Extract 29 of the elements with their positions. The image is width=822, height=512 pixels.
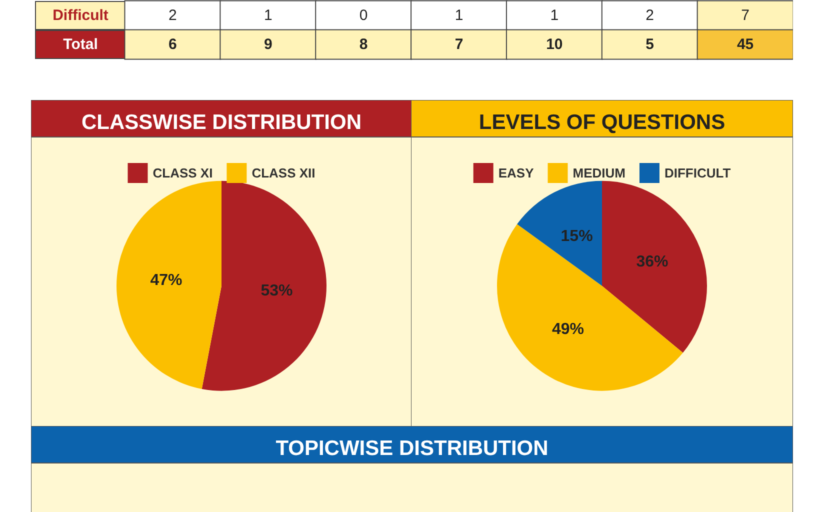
data-label: 36%: [636, 254, 668, 271]
data-label: 53%: [260, 282, 293, 300]
data-label: 9: [264, 36, 272, 53]
y-tick-label: Difficult: [52, 7, 108, 24]
text: TOPICWISE DISTRIBUTION: [276, 437, 548, 460]
data-label: 1: [454, 7, 464, 24]
legend-label: EASY: [498, 166, 534, 180]
legend-label: CLASS XII: [252, 166, 316, 180]
data-label: 1: [264, 7, 272, 24]
data-label: 5: [646, 36, 654, 53]
data-label: 6: [168, 36, 177, 53]
chart-title: CLASSWISE DISTRIBUTION: [81, 111, 362, 134]
data-label: 2: [168, 7, 177, 24]
chart-title: LEVELS OF QUESTIONS: [478, 111, 726, 134]
legend-label: DIFFICULT: [664, 166, 731, 180]
data-label: 45: [736, 36, 754, 53]
data-label: 0: [359, 7, 368, 24]
legend-label: MEDIUM: [572, 166, 626, 180]
data-label: 49%: [552, 321, 584, 338]
data-label: 10: [546, 36, 563, 53]
data-label: 2: [646, 7, 654, 24]
data-label: 1: [550, 7, 559, 24]
y-tick-label: Total: [63, 36, 98, 53]
data-label: 8: [359, 36, 368, 53]
data-label: 15%: [560, 228, 593, 245]
data-label: 47%: [150, 272, 182, 290]
legend-label: CLASS XI: [152, 166, 213, 180]
data-label: 7: [454, 36, 464, 53]
data-label: 7: [741, 7, 750, 24]
